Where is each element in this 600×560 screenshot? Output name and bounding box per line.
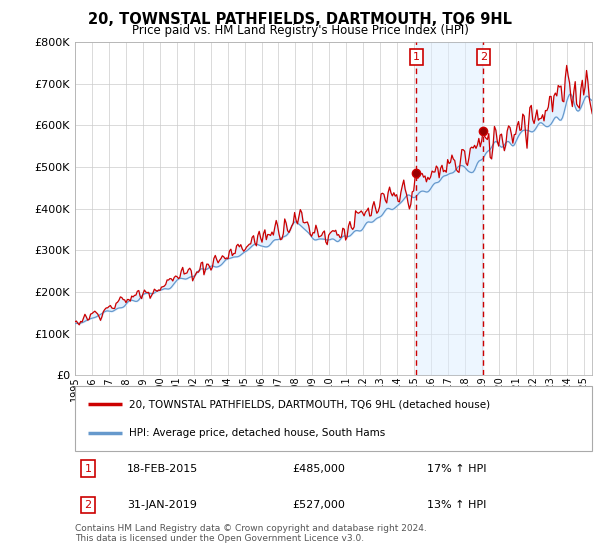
Text: 2: 2 xyxy=(480,52,487,62)
Text: 2: 2 xyxy=(85,500,91,510)
Text: 31-JAN-2019: 31-JAN-2019 xyxy=(127,500,197,510)
Text: Price paid vs. HM Land Registry's House Price Index (HPI): Price paid vs. HM Land Registry's House … xyxy=(131,24,469,36)
Text: 13% ↑ HPI: 13% ↑ HPI xyxy=(427,500,486,510)
Text: £527,000: £527,000 xyxy=(292,500,345,510)
FancyBboxPatch shape xyxy=(75,386,592,451)
Text: HPI: Average price, detached house, South Hams: HPI: Average price, detached house, Sout… xyxy=(130,428,386,438)
Text: 1: 1 xyxy=(85,464,91,474)
Text: 20, TOWNSTAL PATHFIELDS, DARTMOUTH, TQ6 9HL: 20, TOWNSTAL PATHFIELDS, DARTMOUTH, TQ6 … xyxy=(88,12,512,27)
Text: Contains HM Land Registry data © Crown copyright and database right 2024.
This d: Contains HM Land Registry data © Crown c… xyxy=(75,524,427,543)
Text: 1: 1 xyxy=(413,52,420,62)
Text: £485,000: £485,000 xyxy=(292,464,345,474)
Text: 20, TOWNSTAL PATHFIELDS, DARTMOUTH, TQ6 9HL (detached house): 20, TOWNSTAL PATHFIELDS, DARTMOUTH, TQ6 … xyxy=(130,399,490,409)
Text: 18-FEB-2015: 18-FEB-2015 xyxy=(127,464,198,474)
Text: 17% ↑ HPI: 17% ↑ HPI xyxy=(427,464,486,474)
